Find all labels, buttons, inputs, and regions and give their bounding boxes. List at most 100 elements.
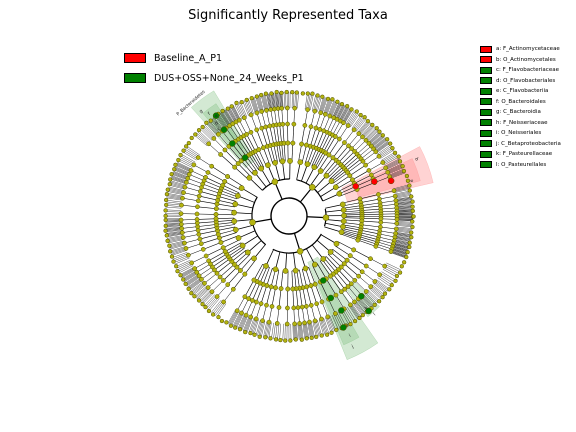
taxon-node [336,190,343,197]
tree-branch [305,166,315,184]
taxon-node [363,137,369,143]
tree-leaf-branch [396,200,413,204]
tree-branch [362,151,377,162]
tree-branch [344,129,355,143]
taxon-node [332,184,339,191]
tree-branch [329,119,338,134]
tree-leaf-branch [392,245,409,251]
taxon-node [344,257,350,263]
tree-leaf-branch [362,294,374,307]
tree-leaf-branch [183,272,197,281]
group-legend-label: Baseline_A_P1 [154,52,223,64]
tree-branch [296,162,301,180]
taxon-node [380,160,386,165]
tree-branch [181,222,198,225]
taxon-node [234,308,240,314]
tree-leaf-branch [307,322,311,339]
tree-branch [310,111,316,127]
leaf-node [387,287,392,292]
taxon-node [197,236,203,242]
tree-leaf-branch [393,244,409,249]
tree-leaf-branch [337,105,345,120]
tree-leaf-branch [396,199,412,203]
tree-leaf-branch [396,223,413,225]
tree-leaf-branch [166,229,182,233]
tree-leaf-branch [171,250,187,256]
tree-leaf-branch [340,107,349,122]
tree-leaf-branch [262,94,266,111]
leaf-node [244,97,249,103]
tree-branch [216,284,228,297]
tree-leaf-branch [350,304,360,319]
tree-leaf-branch [271,93,274,110]
tree-leaf-branch [224,110,233,124]
tree-leaf-branch [364,127,377,140]
tree-leaf-branch [321,97,327,114]
tree-leaf-branch [268,322,272,339]
clade-legend-label: c: F_Flavobacteriaceae [496,67,559,74]
taxon-node [182,240,187,246]
leaf-node [208,118,213,123]
tree-leaf-branch [349,112,359,127]
taxon-node [188,168,194,173]
tree-leaf-branch [394,239,411,243]
taxon-node [340,207,347,213]
significant-node [220,126,228,133]
tree-leaf-branch [177,262,192,271]
tree-leaf-branch [223,110,232,125]
tree-leaf-branch [370,134,383,146]
tree-leaf-branch [385,159,400,168]
clade-legend-item: j: C_Betaproteobacteria [480,139,561,150]
tree-leaf-branch [203,125,215,138]
tree-leaf-branch [165,209,182,211]
taxon-node [340,218,347,225]
tree-leaf-branch [186,145,200,156]
taxon-node [327,113,333,119]
leaf-node [163,228,168,233]
clade-legend-item: i: O_Neisseriales [480,128,561,139]
tree-branch [339,125,349,140]
tree-leaf-branch [176,261,192,269]
leaf-node [389,282,394,288]
tree-leaf-branch [171,249,187,255]
tree-leaf-branch [376,279,390,290]
tree-branch [261,111,266,128]
leaf-node [334,327,339,333]
tree-leaf-branch [167,188,184,193]
tree-leaf-branch [184,148,199,158]
tree-leaf-branch [248,98,254,115]
clade-legend-item: l: O_Pasteurellales [480,160,561,171]
tree-leaf-branch [206,123,218,136]
tree-leaf-branch [373,283,387,294]
tree-leaf-branch [390,172,406,179]
tree-branch [201,269,215,280]
group-legend-label: DUS+OSS+None_24_Weeks_P1 [154,72,304,84]
tree-branch [373,172,388,179]
significant-node [212,112,220,119]
taxon-node [356,131,362,136]
tree-branch [239,120,247,135]
tree-leaf-branch [349,305,359,319]
taxon-node [314,301,320,307]
taxon-node [373,244,379,249]
tree-leaf-branch [173,254,189,262]
taxon-node [297,159,304,166]
taxon-node [205,285,211,290]
leaf-node [362,115,367,120]
tree-leaf-branch [369,287,383,299]
sector-letter: e [214,114,219,120]
taxon-node [216,131,221,137]
tree-leaf-branch [311,321,315,338]
tree-leaf-branch [185,275,200,285]
clade-legend-item: a: F_Actinomycetaceae [480,44,561,55]
tree-leaf-branch [395,236,411,240]
sector-letter: i [348,333,352,339]
tree-leaf-branch [368,131,381,143]
tree-leaf-branch [229,107,238,122]
page-title: Significantly Represented Taxa [188,8,388,23]
leaf-node [409,194,414,199]
tree-leaf-branch [368,132,381,144]
tree-leaf-branch [258,320,263,337]
tree-leaf-branch [326,99,333,115]
taxon-node [292,267,299,274]
